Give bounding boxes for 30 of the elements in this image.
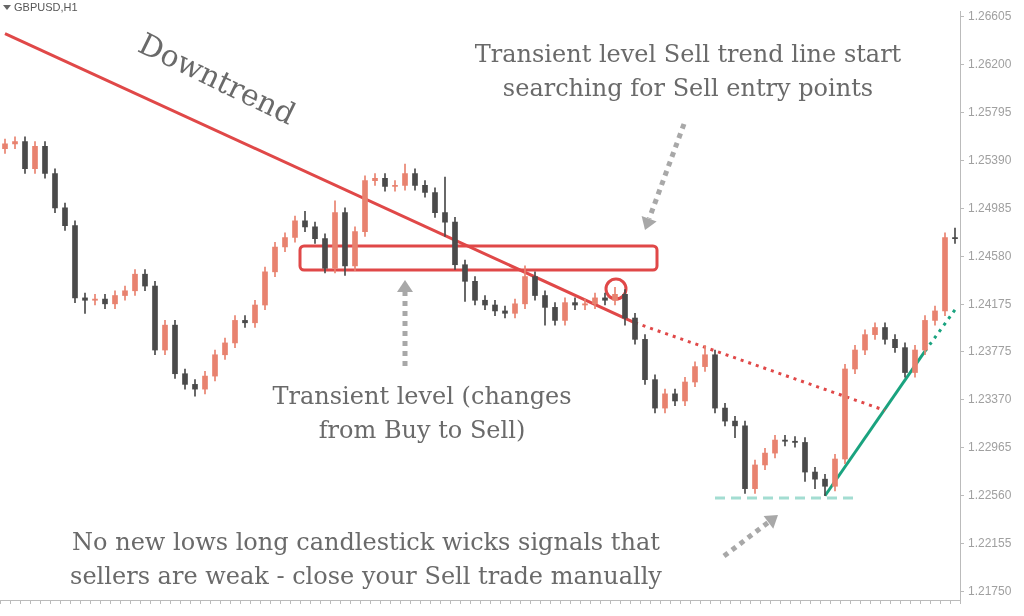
candlestick bbox=[92, 294, 98, 306]
y-tick-label: 1.26200 bbox=[968, 56, 1012, 71]
y-tick-label: 1.24175 bbox=[968, 296, 1012, 311]
y-tick-label: 1.24985 bbox=[968, 200, 1012, 215]
candlestick bbox=[792, 436, 798, 448]
candlestick bbox=[732, 416, 738, 439]
candlestick bbox=[192, 379, 198, 397]
y-tick-label: 1.22560 bbox=[968, 488, 1012, 503]
y-tick-label: 1.22155 bbox=[968, 536, 1012, 551]
y-tick-label: 1.26605 bbox=[968, 8, 1012, 23]
annotation: No new lows long candlestick wicks signals that sellers are weak - close your Sell trade manually bbox=[70, 527, 662, 592]
y-tick-label: 1.24580 bbox=[968, 248, 1012, 263]
candlestick bbox=[782, 435, 788, 447]
candlestick bbox=[952, 227, 958, 244]
annotation: Transient level (changes from Buy to Sell) bbox=[272, 381, 572, 446]
candlestick bbox=[82, 292, 88, 314]
y-tick-label: 1.22965 bbox=[968, 440, 1012, 455]
y-tick-label: 1.21750 bbox=[968, 584, 1012, 599]
y-tick-label: 1.25390 bbox=[968, 152, 1012, 167]
candlestick bbox=[392, 180, 398, 192]
candlestick bbox=[372, 173, 378, 186]
y-tick-label: 1.25795 bbox=[968, 104, 1012, 119]
annotation: Transient level Sell trend line start searching for Sell entry points bbox=[474, 39, 902, 104]
candlestick bbox=[442, 176, 448, 237]
candlestick bbox=[12, 136, 18, 149]
candlestick bbox=[242, 315, 248, 328]
y-tick-label: 1.23775 bbox=[968, 344, 1012, 359]
candlestick bbox=[582, 298, 588, 311]
y-tick-label: 1.23370 bbox=[968, 392, 1012, 407]
chart-title: GBPUSD,H1 bbox=[14, 1, 78, 13]
